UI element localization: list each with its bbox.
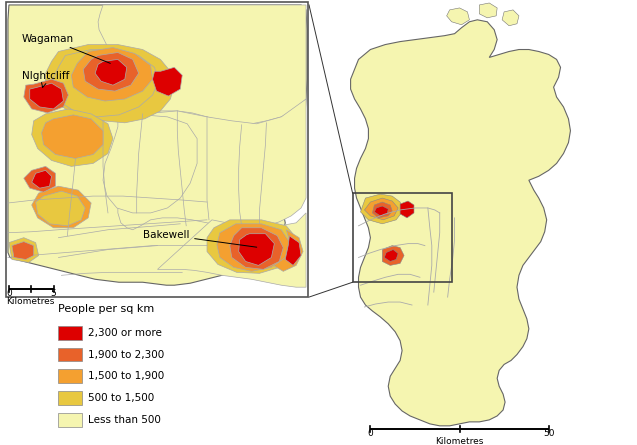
Text: 1,900 to 2,300: 1,900 to 2,300 [88,349,164,360]
Text: People per sq km: People per sq km [59,304,155,314]
Text: 5: 5 [50,289,57,298]
Polygon shape [382,246,404,265]
Polygon shape [479,3,497,18]
Polygon shape [447,8,469,25]
Text: 500 to 1,500: 500 to 1,500 [88,393,154,403]
Text: Less than 500: Less than 500 [88,415,161,425]
Polygon shape [502,10,519,26]
Polygon shape [41,115,103,158]
Polygon shape [32,186,91,228]
Polygon shape [24,79,68,113]
Text: Bakewell: Bakewell [143,230,257,247]
Polygon shape [8,5,307,285]
Polygon shape [350,20,571,426]
Polygon shape [230,228,283,269]
Polygon shape [118,99,306,230]
Bar [59,326,82,340]
Bar [59,391,82,405]
Polygon shape [78,5,306,124]
Polygon shape [46,44,175,123]
Polygon shape [83,53,139,91]
Polygon shape [239,234,275,265]
Polygon shape [157,213,306,287]
Bar [59,369,82,383]
Text: 2,300 or more: 2,300 or more [88,328,162,338]
Polygon shape [54,49,159,117]
Polygon shape [207,220,296,273]
Polygon shape [364,198,398,220]
Polygon shape [285,236,301,265]
Polygon shape [400,201,414,218]
Text: 0: 0 [368,429,373,438]
Polygon shape [30,83,64,109]
Bar [352,193,452,282]
Polygon shape [12,242,34,259]
Text: Wagaman: Wagaman [22,33,110,63]
Text: 50: 50 [543,429,554,438]
Polygon shape [375,206,388,216]
Polygon shape [361,194,402,224]
Polygon shape [152,67,182,96]
Polygon shape [373,202,392,218]
Polygon shape [24,166,55,192]
Text: 0: 0 [6,289,12,298]
Bar [59,348,82,361]
Text: Kilometres: Kilometres [6,297,55,306]
Polygon shape [384,250,398,262]
Polygon shape [217,224,289,271]
Polygon shape [32,170,52,188]
Bar [59,413,82,427]
Polygon shape [32,109,113,166]
Text: NIghtcliff: NIghtcliff [22,71,69,87]
Polygon shape [95,60,127,85]
Polygon shape [273,230,303,271]
Polygon shape [71,48,152,101]
Polygon shape [9,238,39,263]
Text: Kilometres: Kilometres [435,437,483,445]
Polygon shape [103,115,197,213]
Text: 1,500 to 1,900: 1,500 to 1,900 [88,371,164,381]
Polygon shape [36,191,85,226]
Bar [6,2,308,297]
